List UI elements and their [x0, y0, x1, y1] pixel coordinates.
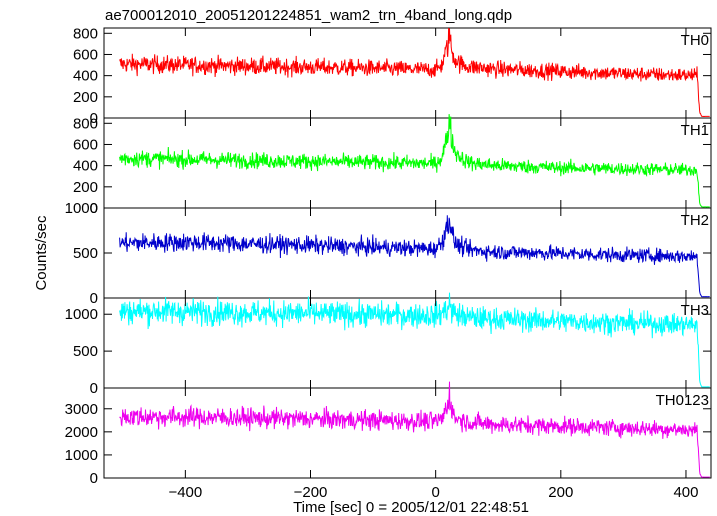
y-tick-label-th2: 500: [73, 245, 98, 262]
y-tick-label-th1: 0: [90, 200, 98, 217]
y-tick-label-th2: 1000: [65, 200, 98, 217]
panel-label-th1: TH1: [681, 122, 709, 139]
panel-frame-th0: [103, 27, 712, 119]
panel-label-th2: TH2: [681, 212, 709, 229]
series-line-th1: [119, 114, 710, 208]
y-tick-label-th1: 800: [73, 115, 98, 132]
y-axis-label: Counts/sec: [33, 215, 50, 291]
y-tick-label-th0123: 0: [90, 470, 98, 487]
series-line-th2: [119, 215, 710, 298]
panel-frame-th0123: [103, 387, 712, 479]
chart-title: ae700012010_20051201224851_wam2_trn_4ban…: [105, 7, 512, 24]
y-tick-label-th1: 200: [73, 179, 98, 196]
x-tick-label: 400: [673, 484, 698, 501]
x-tick-label: −400: [168, 484, 202, 501]
series-line-th0: [119, 27, 710, 118]
x-tick-label: 200: [548, 484, 573, 501]
x-tick-label: 0: [431, 484, 439, 501]
panel-label-th0: TH0: [681, 32, 709, 49]
y-tick-label-th0123: 3000: [65, 401, 98, 418]
y-tick-label-th0: 0: [90, 110, 98, 127]
y-tick-label-th2: 0: [90, 290, 98, 307]
y-tick-label-th1: 400: [73, 158, 98, 175]
y-tick-label-th0123: 1000: [65, 447, 98, 464]
y-tick-label-th1: 600: [73, 136, 98, 153]
panel-label-th3: TH3: [681, 302, 709, 319]
y-tick-label-th0: 600: [73, 46, 98, 63]
series-line-th3: [119, 292, 710, 388]
y-tick-label-th0: 400: [73, 68, 98, 85]
y-tick-label-th0123: 2000: [65, 424, 98, 441]
y-tick-label-th3: 500: [73, 343, 98, 360]
y-tick-label-th3: 1000: [65, 306, 98, 323]
panels-group: 0 200 400 600 800 TH0 0 200 400 600 800 TH1 0 500 1000…: [65, 25, 712, 501]
panel-label-th0123: TH0123: [656, 392, 709, 409]
y-tick-label-th0: 800: [73, 25, 98, 42]
x-axis-label: Time [sec] 0 = 2005/12/01 22:48:51: [293, 499, 529, 516]
y-tick-label-th0: 200: [73, 89, 98, 106]
y-tick-label-th3: 0: [90, 380, 98, 397]
series-line-th0123: [119, 381, 710, 478]
x-tick-label: −200: [294, 484, 328, 501]
